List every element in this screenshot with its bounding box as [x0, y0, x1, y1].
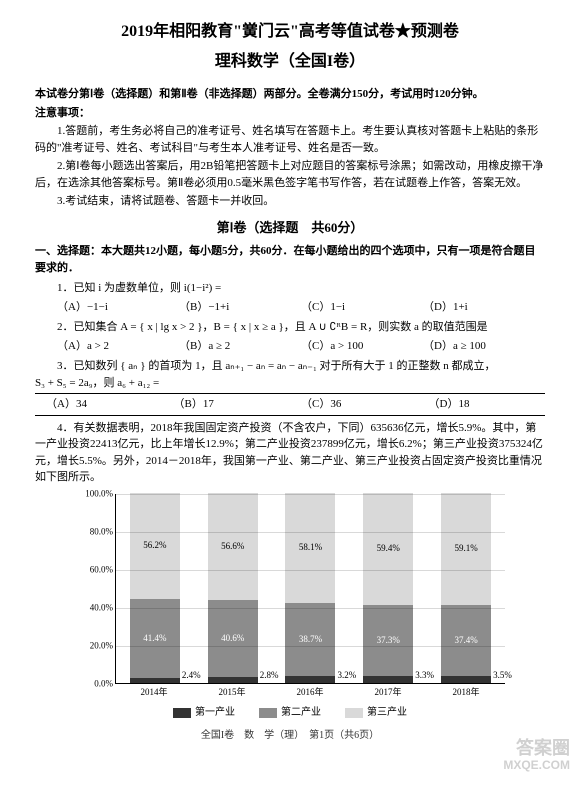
industry-chart: 0.0%20.0%40.0%60.0%80.0%100.0% 56.2%41.4…	[75, 494, 505, 721]
question-1-options: （A）−1−i （B）−1+i （C）1−i （D）1+i	[57, 299, 545, 316]
option-b: （B）a ≥ 2	[179, 338, 301, 355]
y-tick: 60.0%	[90, 563, 113, 577]
bar-segment-3: 58.1%	[285, 493, 335, 603]
x-axis: 2014年 2015年 2016年 2017年 2018年	[115, 686, 505, 700]
legend-label: 第二产业	[281, 705, 321, 720]
question-3-line2: S₃ + S₅ = 2a₉，则 a₆ + a₁₂ =	[35, 375, 545, 392]
bar: 56.6%40.6%2.8%	[208, 493, 258, 683]
swatch-icon	[259, 708, 277, 718]
bar: 59.1%37.4%3.5%	[441, 493, 491, 683]
y-tick: 0.0%	[94, 677, 113, 691]
swatch-icon	[345, 708, 363, 718]
y-tick: 20.0%	[90, 639, 113, 653]
bar-segment-1	[130, 678, 180, 683]
swatch-icon	[173, 708, 191, 718]
x-tick: 2015年	[218, 686, 245, 700]
question-2-options: （A）a > 2 （B）a ≥ 2 （C）a > 100 （D）a ≥ 100	[57, 338, 545, 355]
option-d: （D）1+i	[423, 299, 545, 316]
legend-item-1: 第一产业	[173, 705, 235, 720]
bar-segment-1-label: 3.2%	[337, 669, 356, 683]
bar-segment-1-label: 2.8%	[260, 669, 279, 683]
option-a: （A）34	[35, 396, 163, 413]
bar: 56.2%41.4%2.4%	[130, 493, 180, 683]
legend-item-3: 第三产业	[345, 705, 407, 720]
bar-segment-1	[208, 677, 258, 682]
bar-segment-2: 37.3%	[363, 605, 413, 676]
bar-segment-1-label: 3.5%	[493, 669, 512, 683]
bar-segment-1-label: 3.3%	[415, 669, 434, 683]
option-c: （C）36	[290, 396, 418, 413]
preface: 本试卷分第Ⅰ卷（选择题）和第Ⅱ卷（非选择题）两部分。全卷满分150分，考试用时1…	[35, 86, 545, 103]
notice-1: 1.答题前，考生务必将自己的准考证号、姓名填写在答题卡上。考生要认真核对答题卡上…	[35, 123, 545, 156]
option-a: （A）−1−i	[57, 299, 179, 316]
x-tick: 2016年	[296, 686, 323, 700]
bar: 59.4%37.3%3.3%	[363, 493, 413, 683]
question-2: 2．已知集合 A = { x | lg x > 2 }，B = { x | x …	[35, 319, 545, 336]
watermark-line2: MXQE.COM	[503, 759, 570, 772]
y-tick: 80.0%	[90, 525, 113, 539]
option-b: （B）−1+i	[179, 299, 301, 316]
x-tick: 2017年	[374, 686, 401, 700]
legend-item-2: 第二产业	[259, 705, 321, 720]
section-1-head: 第Ⅰ卷（选择题 共60分）	[35, 218, 545, 238]
bar-segment-2: 37.4%	[441, 605, 491, 676]
notice-2: 2.第Ⅰ卷每小题选出答案后，用2B铅笔把答题卡上对应题目的答案标号涂黑；如需改动…	[35, 158, 545, 191]
option-d: （D）a ≥ 100	[423, 338, 545, 355]
option-b: （B）17	[163, 396, 291, 413]
question-4: 4．有关数据表明，2018年我国固定资产投资（不含农户，下同）635636亿元，…	[35, 420, 545, 486]
question-3-options: （A）34 （B）17 （C）36 （D）18	[35, 393, 545, 416]
title-sub: 理科数学（全国I卷）	[35, 50, 545, 74]
option-c: （C）a > 100	[301, 338, 423, 355]
section-1-instructions: 一、选择题：本大题共12小题，每小题5分，共60分．在每小题给出的四个选项中，只…	[35, 243, 545, 276]
bar-segment-2: 41.4%	[130, 599, 180, 678]
question-1: 1．已知 i 为虚数单位，则 i(1−i²) =	[35, 280, 545, 297]
notice-3: 3.考试结束，请将试题卷、答题卡一并收回。	[35, 193, 545, 210]
bar-segment-3: 59.1%	[441, 493, 491, 605]
y-tick: 40.0%	[90, 601, 113, 615]
bar: 58.1%38.7%3.2%	[285, 493, 335, 683]
bar-segment-1	[285, 676, 335, 682]
watermark: 答案圈 MXQE.COM	[503, 739, 570, 772]
bar-segment-1	[363, 676, 413, 682]
plot-area: 56.2%41.4%2.4%56.6%40.6%2.8%58.1%38.7%3.…	[115, 494, 505, 684]
chart-legend: 第一产业 第二产业 第三产业	[75, 705, 505, 720]
notice-head: 注意事项：	[35, 105, 545, 122]
x-tick: 2018年	[452, 686, 479, 700]
legend-label: 第一产业	[195, 705, 235, 720]
y-axis: 0.0%20.0%40.0%60.0%80.0%100.0%	[75, 494, 115, 684]
bar-segment-1	[441, 676, 491, 683]
title-main: 2019年相阳教育"黉门云"高考等值试卷★预测卷	[35, 20, 545, 44]
legend-label: 第三产业	[367, 705, 407, 720]
bar-segment-2: 40.6%	[208, 600, 258, 677]
page-footer: 全国I卷 数 学（理） 第1页（共6页）	[35, 728, 545, 743]
bar-segment-2: 38.7%	[285, 603, 335, 677]
bar-segment-3: 56.2%	[130, 493, 180, 600]
option-c: （C）1−i	[301, 299, 423, 316]
bar-segment-3: 59.4%	[363, 493, 413, 606]
x-tick: 2014年	[140, 686, 167, 700]
y-tick: 100.0%	[85, 487, 113, 501]
bar-segment-1-label: 2.4%	[182, 669, 201, 683]
bar-segment-3: 56.6%	[208, 493, 258, 601]
option-d: （D）18	[418, 396, 546, 413]
option-a: （A）a > 2	[57, 338, 179, 355]
question-3-line1: 3．已知数列 { aₙ } 的首项为 1，且 aₙ₊₁ − aₙ = aₙ − …	[35, 358, 545, 375]
